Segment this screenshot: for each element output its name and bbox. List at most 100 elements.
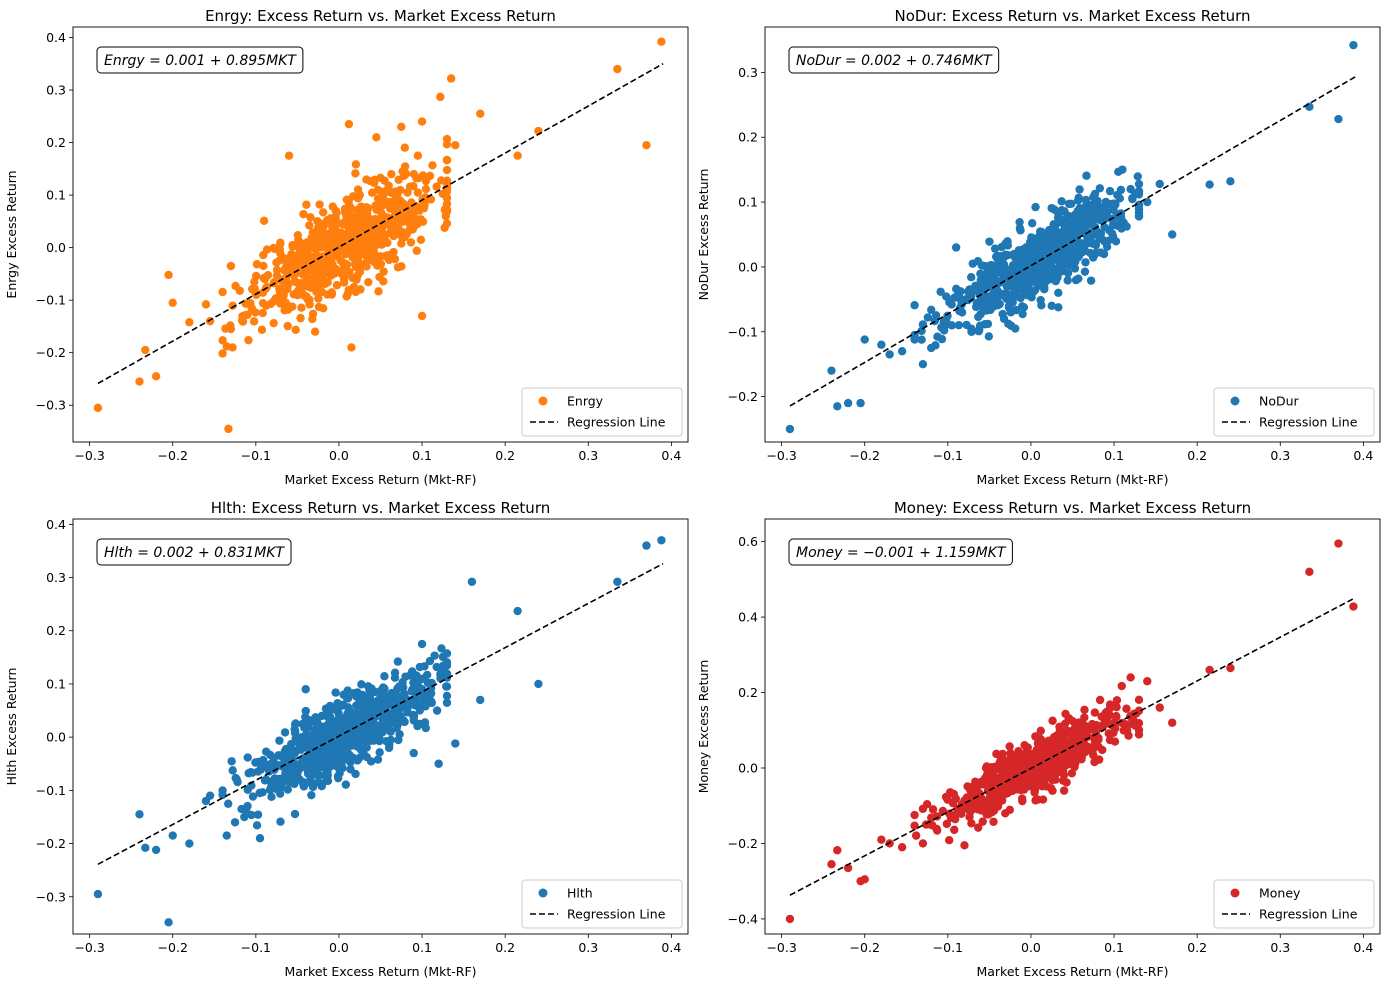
scatter-series-money xyxy=(785,539,1358,924)
data-point xyxy=(247,810,256,820)
data-point xyxy=(1080,713,1089,722)
data-point xyxy=(1110,737,1120,746)
y-tick-label: −0.3 xyxy=(36,889,66,904)
data-point xyxy=(362,752,371,762)
data-point xyxy=(412,671,421,680)
data-point xyxy=(1040,748,1049,757)
data-point xyxy=(259,250,268,260)
data-point xyxy=(338,242,347,252)
data-point xyxy=(943,795,952,804)
data-point xyxy=(513,606,522,616)
data-point xyxy=(387,170,396,179)
data-point xyxy=(384,691,393,701)
y-tick-label: 0.6 xyxy=(738,534,758,549)
data-point xyxy=(141,843,150,853)
data-point xyxy=(642,541,651,550)
data-point xyxy=(383,213,392,222)
x-axis-label: Market Excess Return (Mkt-RF) xyxy=(284,964,476,979)
data-point xyxy=(302,200,311,209)
data-point xyxy=(931,311,941,320)
subplot-nodur: NoDur: Excess Return vs. Market Excess R… xyxy=(696,7,1381,487)
data-point xyxy=(243,753,252,762)
data-point xyxy=(151,372,161,381)
data-point xyxy=(344,214,354,224)
data-point xyxy=(333,698,342,708)
data-point xyxy=(388,221,397,230)
data-point xyxy=(230,818,240,827)
x-tick-label: −0.1 xyxy=(241,940,271,955)
data-point xyxy=(442,691,452,701)
data-point xyxy=(1034,247,1044,256)
data-point xyxy=(168,298,177,307)
data-point xyxy=(336,228,346,237)
data-point xyxy=(897,843,907,852)
data-point xyxy=(337,256,346,266)
data-point xyxy=(382,736,391,746)
data-point xyxy=(351,769,360,779)
data-point xyxy=(280,266,289,275)
data-point xyxy=(1014,746,1023,756)
data-point xyxy=(923,313,933,322)
data-point xyxy=(364,277,373,287)
data-point xyxy=(927,813,936,822)
legend-label: Enrgy xyxy=(567,394,604,409)
data-point xyxy=(246,768,256,777)
data-point xyxy=(351,287,360,297)
data-point xyxy=(392,191,402,200)
data-point xyxy=(218,349,227,358)
data-point xyxy=(413,188,423,197)
data-point xyxy=(301,712,310,722)
data-point xyxy=(290,809,300,819)
data-point xyxy=(918,839,928,848)
data-point xyxy=(1054,240,1063,250)
data-point xyxy=(283,321,292,331)
data-point xyxy=(320,279,330,289)
data-point xyxy=(1087,214,1097,223)
x-tick-label: −0.1 xyxy=(933,940,963,955)
data-point xyxy=(231,281,240,291)
data-point xyxy=(247,284,257,294)
data-point xyxy=(956,287,965,296)
data-point xyxy=(93,403,103,413)
data-point xyxy=(272,271,282,280)
y-tick-label: 0.0 xyxy=(738,259,758,274)
data-point xyxy=(1059,786,1069,795)
data-point xyxy=(952,809,961,819)
data-point xyxy=(982,762,991,771)
data-point xyxy=(400,143,409,152)
data-point xyxy=(257,325,267,334)
data-point xyxy=(1134,200,1144,210)
equation-box xyxy=(788,538,1013,566)
data-point xyxy=(405,182,415,191)
data-point xyxy=(1112,702,1121,712)
x-tick-label: −0.3 xyxy=(74,448,104,463)
data-point xyxy=(1057,197,1066,206)
data-point xyxy=(430,651,439,660)
axes-frame xyxy=(72,518,689,935)
data-point xyxy=(1094,742,1103,751)
data-point xyxy=(432,662,441,672)
x-tick-label: 0.2 xyxy=(495,448,515,463)
data-point xyxy=(240,812,249,822)
x-tick-label: 0.2 xyxy=(495,940,515,955)
data-point xyxy=(1134,725,1144,735)
y-tick-label: 0.0 xyxy=(738,761,758,776)
y-tick-label: −0.1 xyxy=(36,293,66,308)
data-point xyxy=(1349,40,1358,50)
data-point xyxy=(308,782,318,792)
data-point xyxy=(1094,735,1103,744)
data-point xyxy=(352,275,361,284)
data-point xyxy=(333,773,343,783)
data-point xyxy=(992,784,1001,793)
data-point xyxy=(330,213,339,222)
data-point xyxy=(135,810,144,819)
x-tick-label: 0.1 xyxy=(412,448,432,463)
data-point xyxy=(962,320,971,330)
data-point xyxy=(843,398,853,408)
data-point xyxy=(1010,782,1020,792)
data-point xyxy=(951,243,961,252)
data-point xyxy=(960,841,969,850)
data-point xyxy=(342,693,352,703)
data-point xyxy=(978,817,987,826)
